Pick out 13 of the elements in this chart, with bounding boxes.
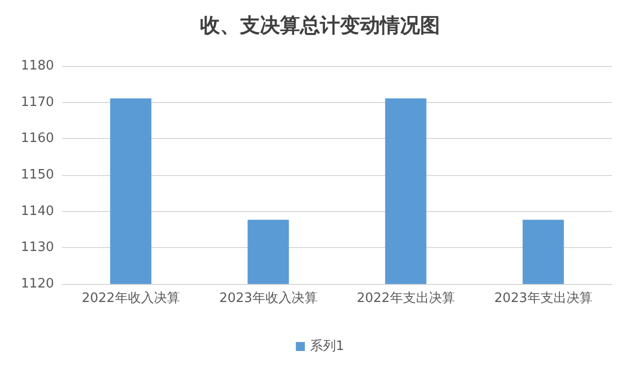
y-tick-label: 1150 [20, 168, 54, 182]
y-tick-label: 1160 [20, 131, 54, 146]
y-tick-label: 1120 [20, 276, 54, 292]
x-tick-label: 2022年支出决算 [356, 291, 455, 306]
x-tick-label: 2023年支出决算 [494, 291, 592, 306]
y-tick-label: 1180 [20, 58, 54, 74]
legend-label: 系列1 [310, 339, 344, 354]
y-tick-label: 1130 [20, 240, 54, 256]
x-tick-label: 2023年收入决算 [219, 291, 318, 306]
y-tick-label: 1140 [20, 204, 54, 219]
chart-title: 收、支决算总计变动情况图 [200, 13, 440, 37]
x-tick-label: 2022年收入决算 [82, 291, 180, 306]
y-tick-label: 1170 [20, 94, 54, 110]
